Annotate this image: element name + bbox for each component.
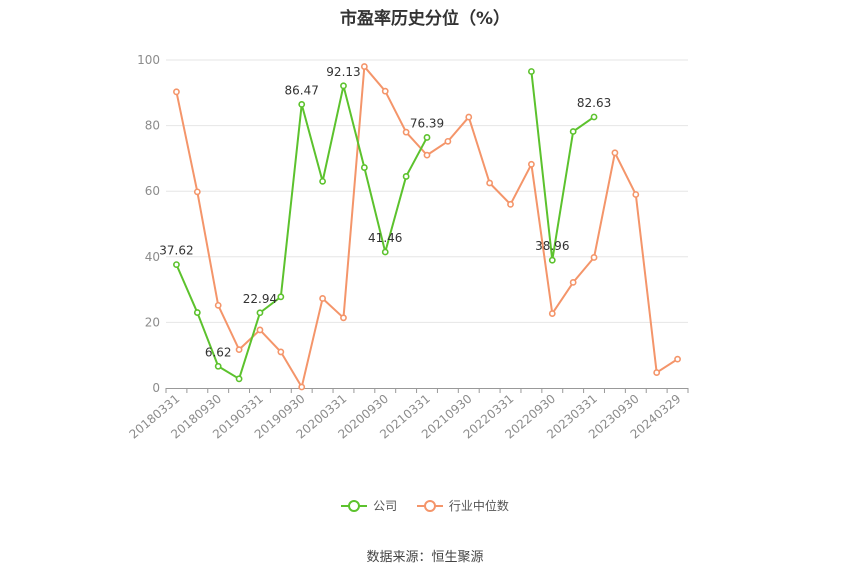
data-point[interactable]	[611, 149, 619, 157]
x-axis-ticks: 2018033120180930201903312019093020200331…	[127, 392, 684, 442]
data-point[interactable]	[319, 295, 326, 302]
y-tick-label: 20	[145, 315, 160, 329]
y-tick-label: 80	[145, 119, 160, 133]
data-point[interactable]	[548, 256, 556, 264]
data-point[interactable]	[319, 177, 326, 185]
data-point[interactable]	[277, 348, 285, 356]
data-point[interactable]	[674, 355, 681, 363]
data-labels: 37.62 6.62 22.94 86.47 92.13 41.46 76.39 38.96 8…	[159, 65, 611, 359]
data-point[interactable]	[381, 87, 389, 95]
legend-item-company[interactable]: 公司	[341, 497, 397, 514]
data-point[interactable]	[235, 346, 243, 354]
series-line	[530, 71, 595, 262]
data-label: 6.62	[205, 345, 232, 359]
y-tick-label: 40	[145, 250, 160, 264]
data-point[interactable]	[173, 88, 180, 96]
data-label: 86.47	[285, 83, 319, 97]
legend-marker-industry	[423, 499, 436, 512]
data-point[interactable]	[277, 293, 285, 301]
data-point[interactable]	[590, 254, 598, 261]
data-point[interactable]	[444, 137, 452, 145]
data-point[interactable]	[256, 326, 264, 334]
data-point[interactable]	[402, 128, 410, 136]
data-point[interactable]	[298, 100, 306, 108]
legend: 公司 行业中位数	[0, 497, 850, 516]
data-point[interactable]	[569, 278, 577, 286]
x-axis	[165, 388, 689, 393]
data-point[interactable]	[214, 362, 222, 370]
data-point[interactable]	[653, 369, 661, 376]
data-point[interactable]	[465, 113, 473, 121]
grid-lines	[166, 59, 688, 323]
data-point[interactable]	[360, 164, 368, 171]
data-point[interactable]	[632, 191, 640, 198]
data-label: 76.39	[410, 116, 444, 130]
series-layer	[173, 63, 681, 391]
data-point[interactable]	[507, 200, 514, 208]
data-point[interactable]	[193, 309, 201, 316]
data-point[interactable]	[528, 160, 535, 168]
legend-swatch-company	[341, 499, 368, 512]
data-point[interactable]	[298, 383, 306, 391]
data-point[interactable]	[381, 248, 389, 256]
data-point[interactable]	[340, 82, 347, 90]
data-point[interactable]	[423, 151, 431, 159]
data-point[interactable]	[402, 173, 410, 180]
data-point[interactable]	[486, 179, 494, 187]
data-source: 数据来源：恒生聚源	[366, 550, 484, 565]
data-point[interactable]	[340, 314, 347, 322]
series-industry	[173, 63, 681, 391]
data-point[interactable]	[193, 188, 201, 196]
legend-label-industry: 行业中位数	[448, 499, 509, 513]
y-tick-label: 60	[145, 184, 160, 198]
data-point[interactable]	[528, 68, 535, 75]
data-label: 41.46	[368, 231, 402, 245]
data-point[interactable]	[423, 134, 431, 141]
y-axis-ticks: 0 20 40 60 80 100	[137, 53, 160, 395]
data-label: 92.13	[326, 65, 360, 79]
data-point[interactable]	[235, 375, 243, 383]
data-label: 37.62	[159, 244, 193, 258]
data-point[interactable]	[590, 113, 598, 121]
data-label: 22.94	[243, 292, 277, 306]
data-point[interactable]	[548, 310, 556, 317]
legend-item-industry[interactable]: 行业中位数	[416, 497, 509, 514]
data-label: 82.63	[577, 96, 611, 110]
data-point[interactable]	[256, 309, 264, 317]
legend-label-company: 公司	[373, 499, 398, 513]
legend-swatch-industry	[416, 499, 443, 512]
data-label: 38.96	[535, 239, 569, 253]
data-point[interactable]	[360, 63, 368, 70]
legend-marker-company	[348, 499, 361, 512]
series-company	[173, 68, 598, 383]
data-point[interactable]	[214, 301, 222, 309]
y-tick-label: 100	[137, 53, 160, 67]
chart-title: 市盈率历史分位（%）	[339, 9, 511, 29]
data-point[interactable]	[569, 128, 577, 135]
data-point[interactable]	[173, 261, 180, 269]
y-tick-label: 0	[152, 381, 160, 395]
